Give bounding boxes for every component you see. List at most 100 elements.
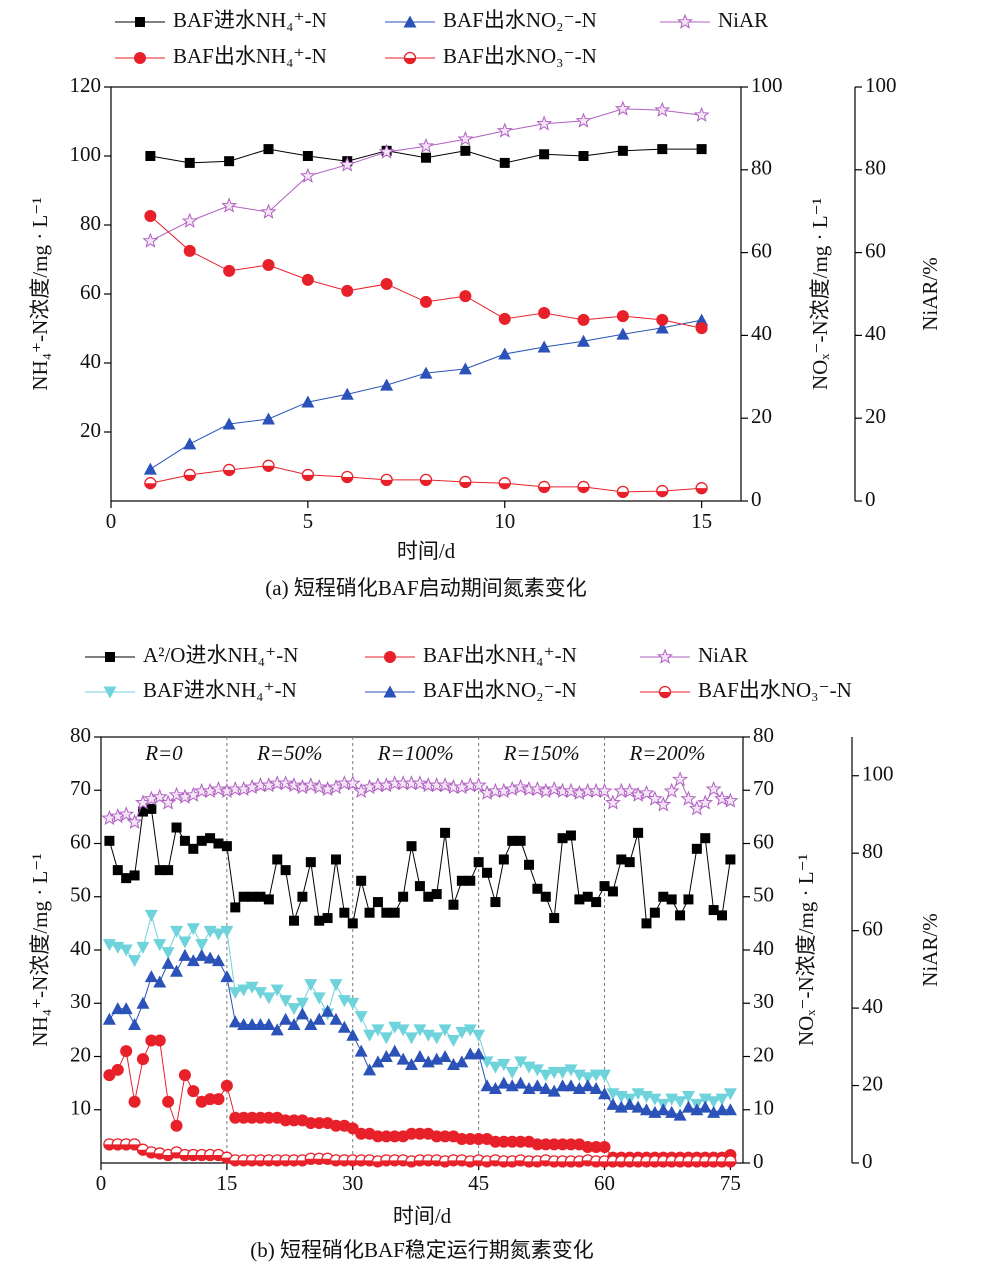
legend-label: BAF出水NO₃⁻-N	[443, 44, 597, 68]
y3-axis-label: NiAR/%	[918, 257, 942, 331]
data-point	[696, 144, 707, 155]
data-point-part	[681, 1090, 695, 1103]
data-point	[705, 780, 722, 797]
data-point-part	[564, 1079, 578, 1092]
data-point	[413, 1024, 427, 1037]
data-point-part	[254, 1111, 267, 1124]
data-point-part	[178, 936, 192, 949]
data-point-part	[575, 112, 592, 128]
data-point	[665, 1105, 679, 1118]
data-point-part	[420, 295, 432, 308]
data-point-part	[663, 782, 680, 799]
data-point-part	[161, 947, 175, 960]
data-point-part	[497, 1058, 511, 1071]
data-point-part	[578, 486, 589, 493]
x-axis-label: 时间/d	[397, 539, 456, 563]
data-point-part	[693, 106, 710, 122]
data-point-part	[538, 306, 551, 319]
data-point-part	[340, 387, 354, 400]
x-tick-label: 0	[96, 1171, 107, 1195]
data-point-part	[614, 100, 631, 116]
data-point-part	[589, 1069, 603, 1082]
y-tick-label: 70	[70, 776, 91, 800]
data-point	[380, 277, 393, 290]
data-point	[695, 482, 708, 495]
data-point-part	[532, 883, 543, 894]
legend-marker-part	[135, 17, 145, 27]
data-point	[564, 1064, 578, 1077]
y2-tick-label: 30	[753, 989, 774, 1013]
data-point-part	[496, 122, 513, 138]
data-point	[295, 1007, 309, 1020]
data-point-part	[136, 941, 150, 954]
data-point-part	[724, 1161, 736, 1167]
data-point-part	[490, 897, 501, 908]
data-point-part	[102, 1012, 116, 1025]
data-point-part	[237, 984, 251, 997]
data-point-part	[531, 1138, 544, 1151]
data-point	[289, 915, 300, 926]
data-point-part	[346, 1028, 360, 1041]
data-point	[507, 835, 518, 846]
data-point	[463, 1047, 477, 1060]
data-point	[301, 273, 314, 286]
data-point-part	[262, 412, 275, 425]
data-point	[304, 1117, 317, 1130]
legend-marker-part	[404, 58, 416, 64]
data-point	[188, 843, 199, 854]
data-point	[313, 1117, 326, 1130]
data-point	[456, 875, 467, 886]
data-point-part	[388, 1044, 402, 1057]
data-point	[430, 1130, 443, 1143]
data-point-part	[161, 956, 175, 969]
data-point-part	[179, 835, 190, 846]
data-point-part	[722, 792, 739, 808]
data-point-part	[556, 1079, 570, 1092]
data-point	[301, 395, 315, 408]
data-point-part	[121, 873, 132, 884]
data-point	[119, 944, 133, 957]
y2-tick-label: 10	[753, 1096, 774, 1120]
data-point-part	[144, 970, 158, 983]
y2-tick-label: 20	[751, 404, 772, 428]
data-point	[311, 778, 328, 795]
data-point-part	[144, 210, 157, 223]
data-point	[459, 475, 472, 489]
data-point-part	[295, 1007, 309, 1020]
phase-annotation: R=100%	[377, 741, 454, 765]
data-point-part	[195, 939, 209, 952]
data-point	[556, 1079, 570, 1092]
data-point	[196, 835, 207, 846]
data-point-part	[228, 1015, 242, 1028]
data-point	[690, 1155, 703, 1168]
data-point	[715, 1103, 729, 1116]
data-point	[153, 975, 167, 988]
data-point	[388, 1044, 402, 1057]
data-point-part	[430, 1032, 444, 1045]
data-point	[153, 1034, 166, 1047]
legend-marker-part	[656, 648, 674, 664]
data-point-part	[539, 1138, 552, 1151]
legend-label: BAF出水NO₂⁻-N	[423, 678, 577, 702]
data-point	[455, 1055, 469, 1068]
data-point-part	[170, 964, 184, 977]
y-tick-label: 10	[70, 1096, 91, 1120]
data-point-part	[499, 483, 511, 489]
data-point	[144, 970, 158, 983]
y-tick-label: 60	[70, 829, 91, 853]
data-point	[411, 775, 428, 791]
data-point	[633, 827, 644, 838]
data-point	[211, 954, 225, 967]
data-point	[380, 378, 394, 391]
chart-caption: (a) 短程硝化BAF启动期间氮素变化	[265, 576, 586, 600]
data-point	[663, 782, 680, 799]
y-tick-label: 30	[70, 989, 91, 1013]
data-point-part	[129, 870, 140, 881]
data-point	[421, 152, 431, 163]
data-point-part	[299, 167, 316, 183]
data-point-part	[680, 790, 697, 806]
data-point	[537, 480, 551, 494]
data-point-part	[624, 857, 635, 868]
x-tick-label: 30	[342, 1171, 363, 1195]
data-point	[574, 894, 585, 905]
